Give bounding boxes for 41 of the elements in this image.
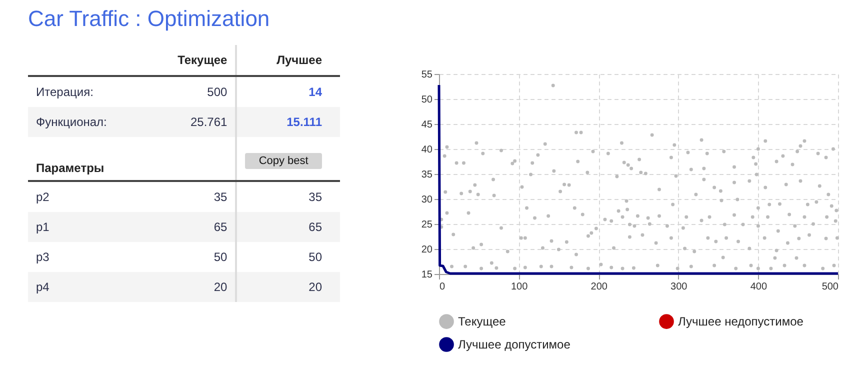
y-tick-label: 50 — [421, 94, 433, 106]
category-label: p3 — [36, 250, 50, 264]
legend-label: Лучшее допустимое — [458, 338, 571, 352]
y-tick-label: 45 — [421, 120, 433, 130]
category-label: Функционал: — [36, 115, 107, 129]
text: 20 — [308, 280, 322, 294]
x-tick-label: 400 — [750, 282, 768, 292]
y-tick-label: 35 — [421, 170, 433, 180]
text: 25.761 — [190, 115, 228, 129]
text: 35 — [308, 190, 322, 204]
category-label: Текущее — [146, 45, 236, 76]
y-tick-label: 30 — [421, 194, 433, 206]
text: 65 — [308, 220, 322, 234]
y-tick-label: 25 — [421, 220, 433, 230]
text: 14 — [308, 85, 322, 99]
x-tick-label: 500 — [822, 282, 839, 292]
category-label: Лучшее — [236, 45, 340, 76]
x-tick-label: 200 — [590, 282, 608, 292]
text: 15.111 — [286, 115, 322, 129]
category-label: p2 — [36, 190, 50, 204]
legend-label: Лучшее недопустимое — [678, 314, 804, 329]
text: Car Traffic : Optimization — [28, 6, 270, 32]
y-tick-label: 20 — [421, 244, 433, 256]
category-label: Итерация: — [36, 85, 94, 99]
category-label: p4 — [36, 280, 50, 294]
legend-label: Текущее — [458, 314, 506, 329]
x-tick-label: 100 — [510, 282, 528, 292]
y-tick-label: 15 — [421, 270, 433, 280]
text: 50 — [214, 250, 228, 264]
category-label: p1 — [36, 220, 50, 234]
x-tick-label: 0 — [440, 282, 446, 292]
y-tick-label: 55 — [421, 70, 433, 80]
text: 500 — [207, 85, 228, 99]
text: 20 — [214, 280, 228, 294]
text: 65 — [214, 220, 228, 234]
text: Copy best — [245, 153, 322, 169]
y-tick-label: 40 — [421, 144, 433, 156]
x-tick-label: 300 — [670, 282, 688, 292]
text: 35 — [214, 190, 228, 204]
category-label: Параметры — [36, 161, 104, 175]
text: 50 — [308, 250, 322, 264]
